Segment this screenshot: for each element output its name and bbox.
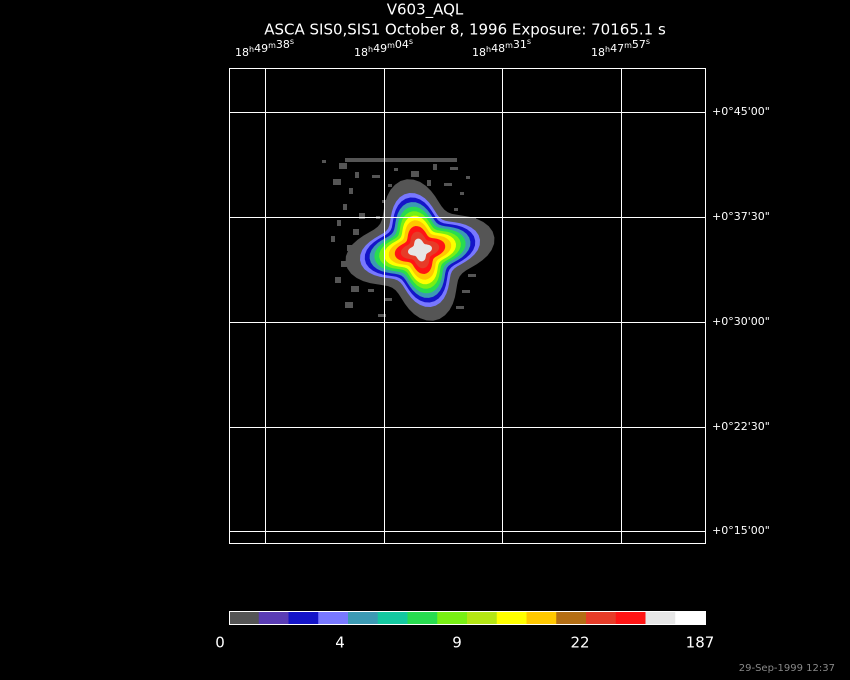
subtitle: ASCA SIS0,SIS1 October 8, 1996 Exposure:… (264, 21, 666, 39)
noise-pixel (450, 167, 458, 170)
title: V603_AQL (387, 1, 464, 20)
colorbar-segment (615, 611, 646, 625)
noise-pixel (353, 229, 359, 235)
colorbar-label: 22 (570, 634, 589, 652)
contour (408, 238, 432, 262)
ra-value: 49 (373, 42, 387, 55)
ra-unit: m (268, 41, 276, 50)
noise-pixel (339, 163, 347, 169)
dec-label: +0°45'00" (712, 105, 770, 118)
noise-pixel (345, 158, 457, 162)
ra-unit: s (527, 37, 531, 46)
timestamp: 29-Sep-1999 12:37 (739, 663, 835, 674)
noise-pixel (331, 236, 335, 242)
noise-pixel (341, 261, 347, 267)
ra-label: 18h49m38s (235, 37, 294, 60)
colorbar-segment (645, 611, 676, 625)
colorbar-label: 0 (215, 634, 225, 652)
colorbar-label: 187 (686, 634, 715, 652)
noise-pixel (384, 298, 392, 301)
colorbar-label: 4 (335, 634, 345, 652)
colorbar-segment (288, 611, 319, 625)
colorbar-segment (258, 611, 289, 625)
ra-value: 18 (591, 46, 605, 59)
colorbar-segment (377, 611, 408, 625)
noise-pixel (355, 172, 359, 178)
noise-pixel (411, 171, 419, 177)
ra-value: 18 (354, 46, 368, 59)
colorbar-segment (526, 611, 557, 625)
noise-pixel (454, 208, 458, 211)
noise-pixel (444, 183, 452, 186)
ra-value: 38 (276, 38, 290, 51)
dec-label: +0°22'30" (712, 420, 770, 433)
noise-pixel (345, 302, 353, 308)
noise-pixel (322, 160, 326, 163)
colorbar-segment (407, 611, 438, 625)
noise-pixel (460, 192, 464, 195)
ra-unit: m (624, 41, 632, 50)
colorbar-segment (229, 611, 260, 625)
noise-pixel (468, 274, 476, 277)
ra-unit: h (605, 45, 610, 54)
noise-pixel (337, 220, 341, 226)
noise-pixel (378, 314, 386, 317)
noise-pixel (349, 188, 353, 194)
dec-label: +0°37'30" (712, 210, 770, 223)
noise-pixel (462, 290, 470, 293)
ra-unit: h (368, 45, 373, 54)
ra-unit: s (646, 37, 650, 46)
ra-label: 18h47m57s (591, 37, 650, 60)
ra-value: 57 (632, 38, 646, 51)
noise-pixel (433, 164, 437, 170)
ra-value: 47 (610, 42, 624, 55)
noise-pixel (372, 175, 380, 178)
colorbar-label: 9 (452, 634, 462, 652)
ra-unit: h (249, 45, 254, 54)
ra-value: 48 (491, 42, 505, 55)
colorbar-segment (467, 611, 498, 625)
ra-unit: s (290, 37, 294, 46)
plot-frame (229, 68, 706, 544)
xray-image (322, 158, 495, 321)
noise-pixel (351, 286, 359, 292)
colorbar-segment (556, 611, 587, 625)
dec-label: +0°30'00" (712, 315, 770, 328)
colorbar-segment (496, 611, 527, 625)
ra-unit: m (387, 41, 395, 50)
coordinate-grid (229, 68, 706, 543)
colorbar-segment (318, 611, 349, 625)
ra-value: 04 (395, 38, 409, 51)
colorbar-segment (348, 611, 379, 625)
noise-pixel (359, 213, 365, 219)
dec-label: +0°15'00" (712, 524, 770, 537)
noise-pixel (466, 176, 470, 179)
noise-pixel (335, 277, 341, 283)
colorbar-segment (437, 611, 468, 625)
ra-label: 18h48m31s (472, 37, 531, 60)
colorbar-segment (586, 611, 617, 625)
ra-unit: s (409, 37, 413, 46)
ra-value: 31 (513, 38, 527, 51)
noise-pixel (333, 179, 341, 185)
colorbar-frame (229, 611, 706, 625)
ra-label: 18h49m04s (354, 37, 413, 60)
noise-pixel (427, 180, 431, 186)
noise-pixel (456, 306, 464, 309)
colorbar-segment (675, 611, 706, 625)
noise-pixel (388, 184, 392, 187)
ra-unit: m (505, 41, 513, 50)
noise-pixel (368, 289, 374, 292)
ra-value: 49 (254, 42, 268, 55)
ra-value: 18 (472, 46, 486, 59)
ra-value: 18 (235, 46, 249, 59)
ra-unit: h (486, 45, 491, 54)
noise-pixel (394, 168, 398, 171)
noise-pixel (343, 204, 347, 210)
